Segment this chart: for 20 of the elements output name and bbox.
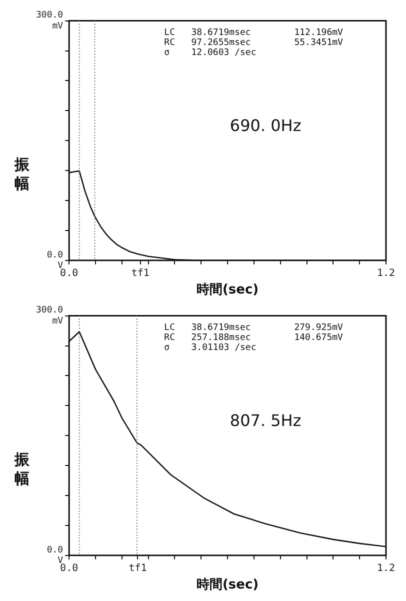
y-axis-title: 振幅 [14,155,30,192]
annotation: 690. 0Hz [230,116,302,136]
annotation: RC 97.2655msec 55.3451mV [164,38,344,48]
y-tick-label: 300.0 mV [36,306,64,327]
x-tick-label: 1.2 [376,562,395,574]
annotation: σ 3.01103 /sec [164,342,256,353]
x-tick-label: tf1 [131,268,150,279]
x-tick-label: tf1 [128,562,147,574]
x-axis-title: 時間(sec) [196,578,259,593]
annotation: σ 12.0603 /sec [164,48,256,58]
y-tick-label: 300.0 mV [36,10,64,32]
annotation: 807. 5Hz [230,411,302,430]
y-axis-title: 振幅 [14,450,30,488]
annotation: RC 257.188msec 140.675mV [164,332,344,343]
x-tick-label: 0.0 [60,562,78,574]
x-tick-label: 0.0 [60,268,78,279]
annotation: LC 38.6719msec 279.925mV [164,322,344,333]
x-tick-label: 1.2 [376,268,395,279]
x-axis-title: 時間(sec) [196,282,259,298]
annotation: LC 38.6719msec 112.196mV [164,28,344,38]
